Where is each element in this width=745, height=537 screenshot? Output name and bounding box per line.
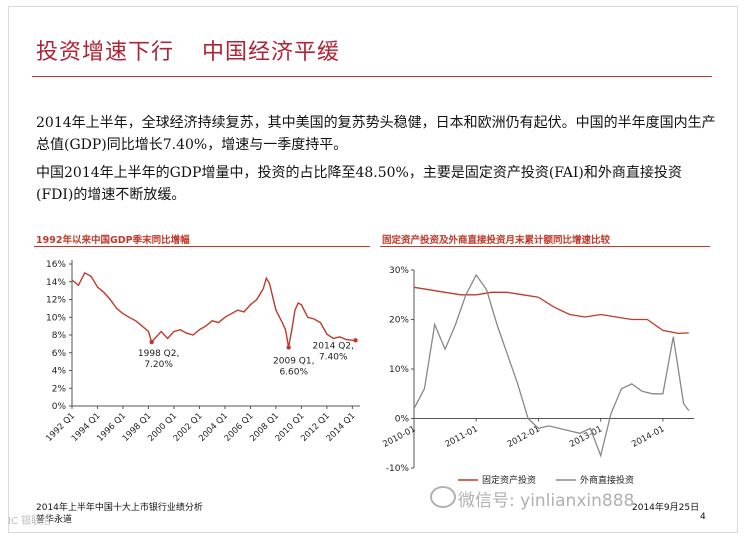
fai-y-tick-label: -10% bbox=[386, 464, 410, 474]
gdp-y-tick-label: 0% bbox=[52, 402, 67, 412]
gdp-annotation-label: 7.40% bbox=[319, 352, 348, 362]
gdp-y-tick-label: 14% bbox=[46, 278, 66, 288]
gdp-y-tick-label: 12% bbox=[46, 296, 66, 306]
fdi-series-line bbox=[413, 273, 690, 458]
slide-title: 投资增速下行 中国经济平缓 bbox=[36, 34, 340, 66]
gdp-y-tick-label: 8% bbox=[52, 331, 67, 341]
footer-date: 2014年9月25日 bbox=[632, 503, 700, 513]
gdp-chart-rule bbox=[34, 246, 370, 247]
fai-x-tick-label: 2013-01 bbox=[568, 424, 604, 450]
investment-chart: -10% 0% 10% 20% 30% 2010-01 2011-01 2012-01 2013… bbox=[381, 266, 694, 486]
gdp-annotation-label: 7.20% bbox=[144, 360, 173, 370]
fai-y-tick-label: 0% bbox=[395, 415, 410, 425]
watermark-text: 微信号: yinlianxin888 bbox=[458, 491, 635, 511]
fai-x-tick-label: 2014-01 bbox=[630, 424, 666, 450]
gdp-series-line bbox=[71, 271, 356, 348]
gdp-y-tick-label: 4% bbox=[52, 367, 67, 377]
page-number: 4 bbox=[700, 512, 706, 522]
paragraph-2: 中国2014年上半年的GDP增量中，投资的占比降至48.50%，主要是固定资产投… bbox=[36, 165, 682, 203]
gdp-y-tick-label: 10% bbox=[46, 313, 66, 323]
title-right: 中国经济平缓 bbox=[202, 40, 341, 65]
wechat-icon bbox=[430, 486, 456, 508]
fai-series-line bbox=[413, 286, 689, 335]
paragraph-1: 2014年上半年，全球经济持续复苏，其中美国的复苏势头稳健，日本和欧洲仍有起伏。… bbox=[36, 115, 716, 153]
corner-watermark: IC 银联信 bbox=[8, 516, 52, 527]
investment-chart-title: 固定资产投资及外商直接投资月末累计额同比增速比较 bbox=[382, 235, 611, 246]
slide-frame bbox=[8, 6, 738, 533]
fai-x-tick-label: 2010-01 bbox=[381, 424, 417, 450]
footer-company: 普华永道 bbox=[36, 515, 73, 525]
fai-x-tick-label: 2011-01 bbox=[444, 424, 480, 450]
gdp-y-tick-label: 2% bbox=[52, 384, 67, 394]
fai-y-tick-label: 30% bbox=[389, 266, 409, 276]
gdp-data-point bbox=[286, 345, 291, 350]
title-divider bbox=[32, 76, 712, 77]
fai-y-tick-label: 10% bbox=[389, 365, 409, 375]
investment-chart-rule bbox=[380, 246, 710, 247]
gdp-annotation-label: 6.60% bbox=[279, 367, 308, 377]
fai-y-tick-label: 20% bbox=[389, 316, 409, 326]
gdp-annotation-label: 2009 Q1, bbox=[273, 356, 314, 366]
fai-legend-label: 固定资产投资 bbox=[482, 474, 536, 486]
gdp-annotation-label: 2014 Q2, bbox=[313, 341, 354, 351]
gdp-data-point bbox=[149, 339, 154, 345]
gdp-data-point bbox=[353, 338, 358, 343]
fai-x-tick-label: 2012-01 bbox=[506, 424, 542, 450]
title-left: 投资增速下行 bbox=[36, 40, 175, 65]
fdi-legend-label: 外商直接投资 bbox=[580, 474, 634, 486]
gdp-y-tick-label: 6% bbox=[52, 349, 67, 359]
gdp-y-tick-label: 16% bbox=[46, 260, 66, 270]
gdp-chart-title: 1992年以来中国GDP季末同比增幅 bbox=[36, 235, 190, 246]
footer-report-title: 2014年上半年中国十大上市银行业绩分析 bbox=[36, 503, 203, 513]
gdp-annotation-label: 1998 Q2, bbox=[138, 349, 179, 359]
